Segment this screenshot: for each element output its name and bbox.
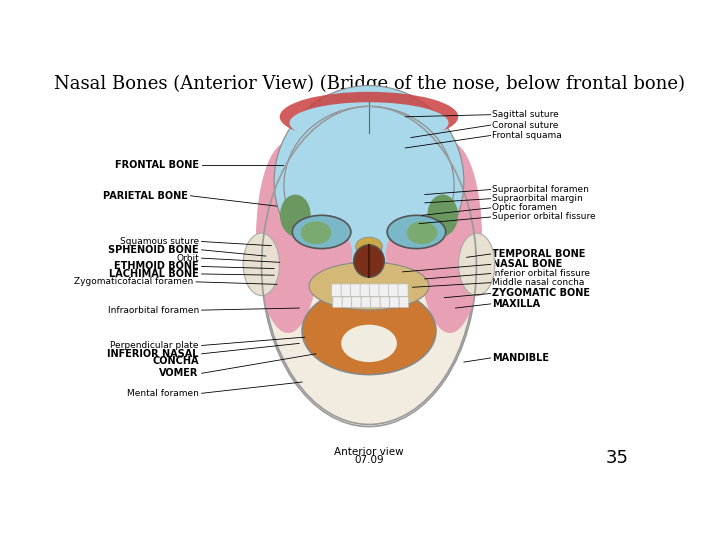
Ellipse shape <box>292 215 351 248</box>
Ellipse shape <box>459 233 495 295</box>
Text: Supraorbital foramen: Supraorbital foramen <box>492 185 589 194</box>
Text: VOMER: VOMER <box>159 368 199 379</box>
FancyBboxPatch shape <box>399 297 409 308</box>
Ellipse shape <box>354 245 384 277</box>
Text: Zygomaticofacial foramen: Zygomaticofacial foramen <box>74 278 193 286</box>
Text: FRONTAL BONE: FRONTAL BONE <box>114 160 199 170</box>
FancyBboxPatch shape <box>333 297 342 308</box>
Text: Squamous suture: Squamous suture <box>120 237 199 246</box>
FancyBboxPatch shape <box>371 297 380 308</box>
Text: TEMPORAL BONE: TEMPORAL BONE <box>492 249 585 259</box>
Ellipse shape <box>309 262 429 310</box>
Text: Anterior view: Anterior view <box>334 447 404 457</box>
Ellipse shape <box>263 109 475 424</box>
Ellipse shape <box>256 141 320 333</box>
FancyBboxPatch shape <box>389 284 399 296</box>
Ellipse shape <box>427 194 458 236</box>
FancyBboxPatch shape <box>341 284 351 296</box>
Ellipse shape <box>274 85 464 277</box>
Text: LACHIMAL BONE: LACHIMAL BONE <box>109 269 199 279</box>
Text: SPHENOID BONE: SPHENOID BONE <box>108 245 199 255</box>
Text: MAXILLA: MAXILLA <box>492 299 540 309</box>
FancyBboxPatch shape <box>361 297 371 308</box>
Ellipse shape <box>302 287 436 375</box>
Text: Infraorbital foramen: Infraorbital foramen <box>107 306 199 315</box>
FancyBboxPatch shape <box>351 284 361 296</box>
Text: Frontal squama: Frontal squama <box>492 131 562 140</box>
Text: Sagittal suture: Sagittal suture <box>492 110 559 119</box>
Text: Orbit: Orbit <box>176 254 199 262</box>
FancyBboxPatch shape <box>369 284 379 296</box>
Ellipse shape <box>280 194 311 236</box>
Ellipse shape <box>418 141 482 333</box>
Ellipse shape <box>280 92 458 141</box>
FancyBboxPatch shape <box>379 284 389 296</box>
FancyBboxPatch shape <box>360 284 370 296</box>
Ellipse shape <box>284 106 454 265</box>
Text: Middle nasal concha: Middle nasal concha <box>492 278 584 287</box>
FancyBboxPatch shape <box>342 297 351 308</box>
FancyBboxPatch shape <box>351 297 361 308</box>
Text: ZYGOMATIC BONE: ZYGOMATIC BONE <box>492 288 590 299</box>
Text: Coronal suture: Coronal suture <box>492 120 558 130</box>
FancyBboxPatch shape <box>398 284 408 296</box>
Ellipse shape <box>341 325 397 362</box>
Text: INFERIOR NASAL: INFERIOR NASAL <box>107 349 199 359</box>
Ellipse shape <box>386 222 453 286</box>
Ellipse shape <box>285 222 352 286</box>
Text: MANDIBLE: MANDIBLE <box>492 353 549 363</box>
FancyBboxPatch shape <box>380 297 390 308</box>
Text: Superior orbital fissure: Superior orbital fissure <box>492 212 595 221</box>
Text: CONCHA: CONCHA <box>153 356 199 366</box>
Text: 35: 35 <box>606 449 629 467</box>
Text: ETHMOID BONE: ETHMOID BONE <box>114 261 199 272</box>
Text: Nasal Bones (Anterior View) (Bridge of the nose, below frontal bone): Nasal Bones (Anterior View) (Bridge of t… <box>53 75 685 93</box>
Text: PARIETAL BONE: PARIETAL BONE <box>103 191 188 201</box>
Ellipse shape <box>356 237 382 256</box>
Text: Mental foramen: Mental foramen <box>127 389 199 398</box>
Text: Perpendicular plate: Perpendicular plate <box>110 341 199 350</box>
Text: 07.09: 07.09 <box>354 455 384 465</box>
Text: Optic foramen: Optic foramen <box>492 204 557 212</box>
Ellipse shape <box>289 102 449 144</box>
Text: Inferior orbital fissure: Inferior orbital fissure <box>492 269 590 278</box>
Ellipse shape <box>407 221 437 244</box>
Text: Supraorbital margin: Supraorbital margin <box>492 194 582 203</box>
FancyBboxPatch shape <box>390 297 399 308</box>
Ellipse shape <box>387 215 446 248</box>
Text: NASAL BONE: NASAL BONE <box>492 259 562 269</box>
Ellipse shape <box>243 233 279 295</box>
Ellipse shape <box>301 221 331 244</box>
FancyBboxPatch shape <box>332 284 342 296</box>
